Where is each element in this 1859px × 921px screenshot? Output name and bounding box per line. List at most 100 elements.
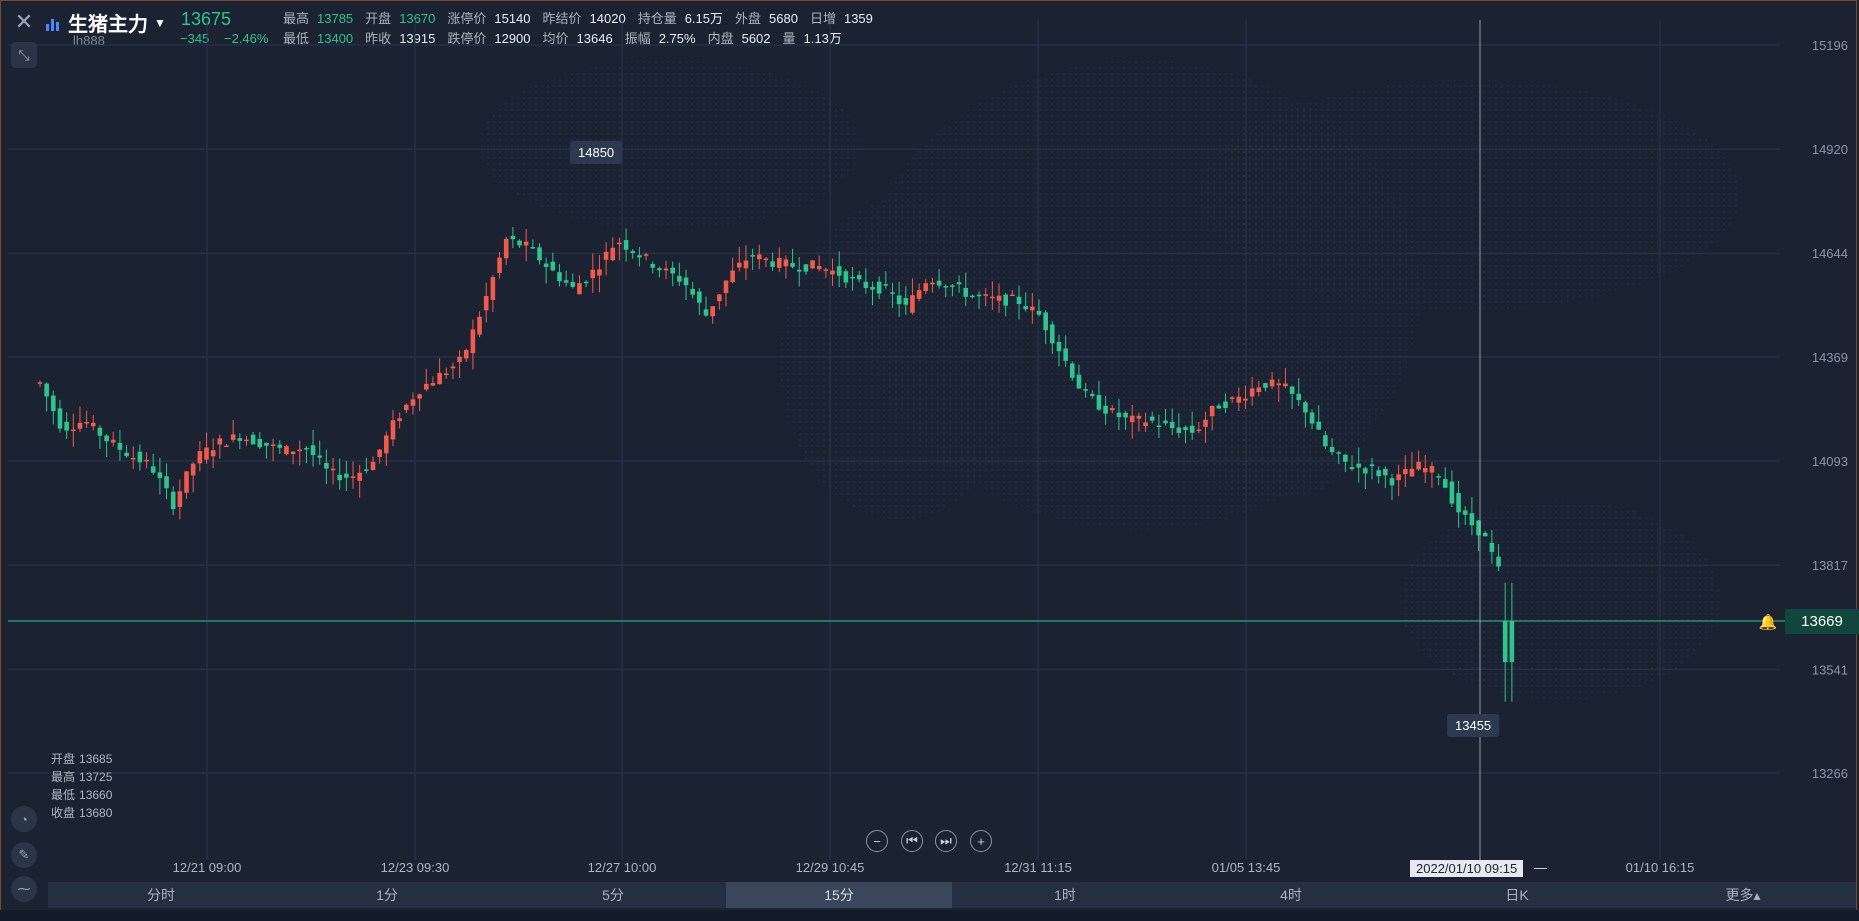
stat-label: 日增 (809, 11, 836, 26)
zoom-out-button[interactable]: − (866, 830, 888, 852)
candle-body (1509, 620, 1515, 663)
candle-body (84, 422, 89, 424)
candle-body (350, 476, 356, 478)
candle-body (543, 263, 549, 267)
candle-body (430, 383, 436, 386)
candle-body (843, 271, 849, 283)
candle-body (57, 408, 63, 429)
shrink-icon[interactable]: ⤡ (11, 42, 37, 68)
candle-body (703, 309, 709, 316)
stat-value: 13915 (399, 31, 436, 46)
candle-body (1176, 427, 1182, 433)
open-label: 开盘 (51, 752, 76, 766)
candle-body (1403, 469, 1408, 475)
low-label: 最低 (51, 788, 76, 802)
stat-label: 外盘 (735, 11, 762, 26)
candle-body (1422, 468, 1428, 473)
jump-first-button[interactable]: ⏮ (901, 830, 923, 852)
candle-body (1283, 383, 1288, 387)
y-tick-label: 14920 (1812, 142, 1848, 157)
candle-body (1136, 415, 1142, 419)
candle-body (370, 461, 376, 471)
bell-icon[interactable]: 🔔 (1758, 613, 1778, 631)
candle-body (290, 451, 296, 455)
candle-body (1256, 387, 1262, 393)
candle-body (317, 455, 323, 458)
candle-body (1309, 412, 1315, 424)
candle-body (517, 240, 522, 246)
low-marker: 13455 (1447, 714, 1500, 737)
candle-body (836, 266, 842, 276)
candle-body (1336, 452, 1341, 454)
candle-body (1169, 421, 1175, 429)
tab-period[interactable]: 更多▴ (1725, 887, 1761, 903)
symbol-code: lh888 (73, 33, 105, 48)
candle-body (710, 306, 715, 317)
candle-body (783, 259, 789, 267)
map-dots (1400, 500, 1720, 700)
candle-body (1149, 416, 1155, 421)
candle-body (1183, 427, 1188, 431)
last-price-label: 13669 (1785, 609, 1859, 634)
candle-body (397, 418, 402, 422)
close-icon[interactable]: ✕ (14, 9, 34, 34)
candle-body (297, 449, 303, 452)
close-label: 收盘 (51, 806, 76, 820)
stat-value: 12900 (494, 31, 531, 46)
tab-period[interactable]: 分时 (147, 887, 175, 903)
candle-body (690, 288, 695, 295)
candle-body (1502, 620, 1508, 663)
candle-body (923, 283, 929, 292)
candle-body (737, 262, 742, 268)
candle-body (1276, 383, 1282, 386)
draw-pen-icon[interactable]: ✎ (11, 842, 37, 868)
high-value: 13725 (79, 770, 113, 784)
indicator-icon[interactable]: ◔ (11, 806, 37, 832)
zoom-in-button[interactable]: + (970, 830, 992, 852)
candle-body (137, 451, 143, 463)
candle-body (1369, 464, 1375, 467)
candle-body (310, 445, 316, 456)
tab-period[interactable]: 15分 (726, 882, 952, 908)
stat-label: 最低 (283, 31, 310, 46)
candle-body (384, 435, 389, 454)
candle-body (563, 280, 569, 283)
candle-body (550, 261, 556, 271)
candle-body (830, 270, 835, 275)
x-tick: 12/29 10:45 (795, 860, 865, 875)
candle-body (763, 258, 769, 261)
candle-body (637, 255, 642, 258)
tab-period[interactable]: 5分 (602, 887, 624, 903)
tab-period[interactable]: 日K (1505, 887, 1529, 903)
candle-body (503, 238, 509, 259)
bottom-strip (0, 910, 1859, 921)
tab-period[interactable]: 1时 (1054, 887, 1076, 903)
stat-value: 13670 (399, 11, 436, 26)
symbol-selector[interactable]: 生猪主力 ▼ (46, 8, 166, 37)
candle-body (1030, 306, 1035, 311)
high-label: 最高 (51, 770, 76, 784)
stat-value: 5602 (741, 31, 771, 46)
trend-line-icon[interactable]: ⁓ (11, 876, 37, 902)
tab-period[interactable]: 4时 (1280, 887, 1302, 903)
stat-label: 内盘 (707, 31, 734, 46)
candle-body (490, 277, 496, 300)
tab-period[interactable]: 1分 (376, 887, 398, 903)
crosshair-time: 2022/01/10 09:15 (1410, 860, 1524, 877)
candle-body (723, 280, 729, 294)
candle-body (1196, 429, 1202, 432)
x-tick: 12/21 09:00 (172, 860, 242, 875)
candle-body (1236, 396, 1242, 403)
candle-body (816, 266, 822, 270)
candle-body (1209, 406, 1215, 417)
candle-body (730, 270, 735, 282)
candle-body (1496, 556, 1501, 567)
candle-body (184, 471, 189, 493)
price-change-pct: −2.46% (224, 31, 269, 46)
candle-body (976, 294, 982, 297)
y-tick-label: 13266 (1812, 766, 1848, 781)
map-dots (1200, 80, 1740, 310)
jump-last-button[interactable]: ⏭ (935, 830, 957, 852)
candle-body (190, 463, 196, 476)
